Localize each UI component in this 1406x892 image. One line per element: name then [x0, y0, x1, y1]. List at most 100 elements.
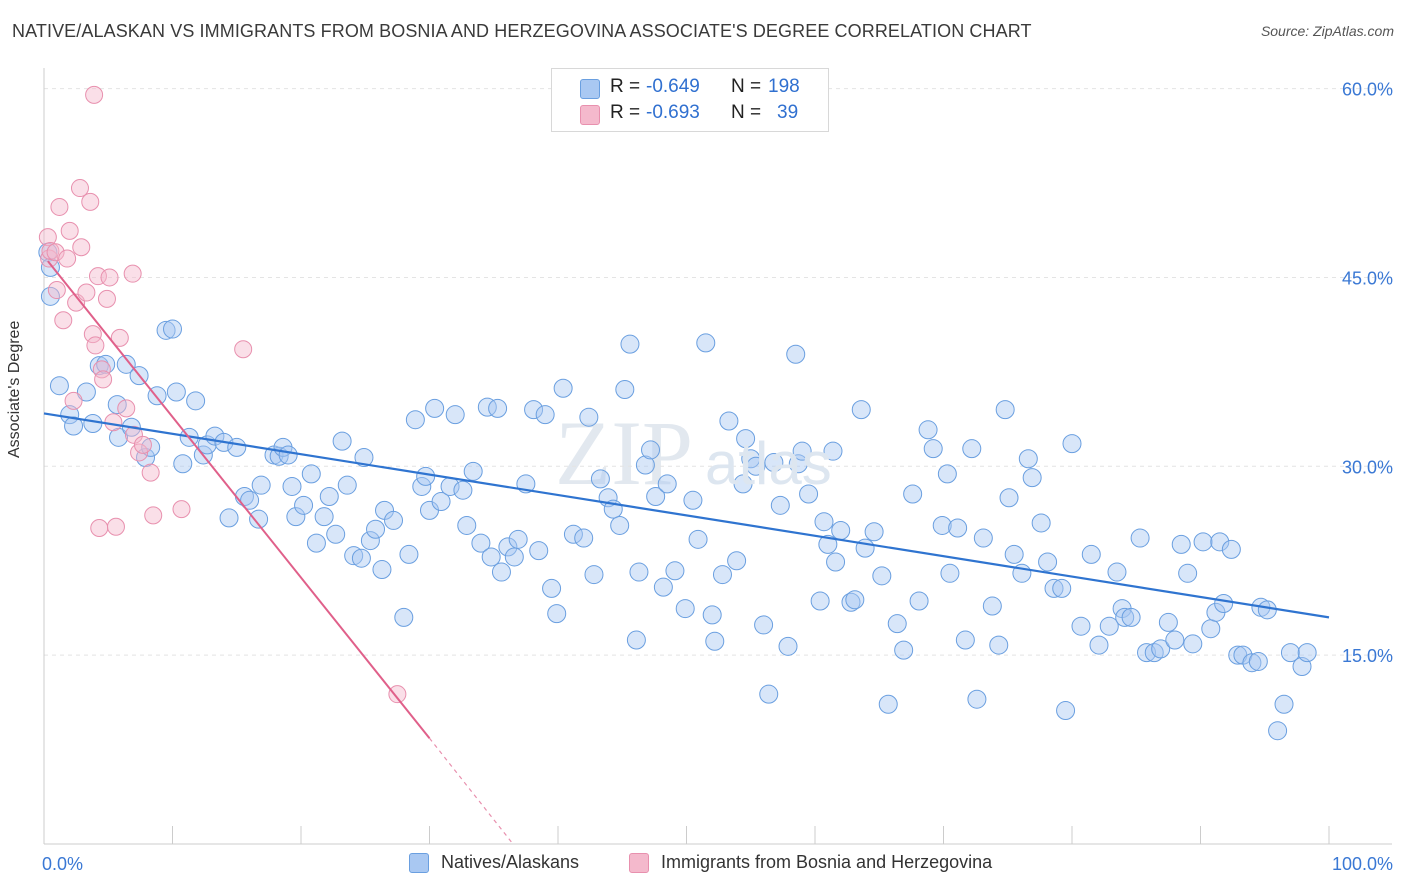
natives-point [1158, 612, 1178, 632]
bosnia-point [106, 517, 125, 536]
natives-point [278, 445, 298, 465]
natives-point [351, 548, 371, 568]
natives-point [1137, 643, 1157, 663]
bosnia-point [117, 399, 136, 418]
y-tick-label: 30.0% [1342, 457, 1393, 477]
y-tick-label: 60.0% [1342, 80, 1393, 100]
bosnia-point [94, 370, 113, 389]
legend-r-value: -0.649 [646, 76, 700, 97]
natives-point [553, 378, 573, 398]
natives-point [1115, 607, 1135, 627]
natives-point [360, 531, 380, 551]
natives-point [1193, 532, 1213, 552]
bosnia-point [54, 311, 73, 330]
legend-n-label: N = [731, 102, 762, 123]
bosnia-point [90, 518, 109, 537]
bosnia-point [64, 391, 83, 410]
natives-point [524, 400, 544, 420]
natives-point [1297, 643, 1317, 663]
natives-point [702, 605, 722, 625]
natives-point [845, 590, 865, 610]
bosnia-point [123, 264, 142, 283]
y-axis-label: Associate's Degree [6, 320, 23, 458]
natives-point [923, 439, 943, 459]
legend-r-label: R = [610, 102, 641, 123]
source-label: Source: ZipAtlas.com [1260, 23, 1394, 39]
natives-point [1031, 513, 1051, 533]
natives-point [932, 515, 952, 535]
natives-point [653, 577, 673, 597]
natives-point [1144, 643, 1164, 663]
natives-point [354, 447, 374, 467]
natives-point [477, 397, 497, 417]
bosnia-point [124, 425, 143, 444]
natives-point [529, 541, 549, 561]
natives-point [712, 565, 732, 585]
natives-point [563, 524, 583, 544]
natives-point [163, 319, 182, 339]
natives-point [962, 439, 982, 459]
natives-point [457, 515, 477, 535]
bosnia-point [133, 435, 152, 454]
natives-point [887, 614, 907, 634]
natives-point [508, 529, 528, 549]
natives-point [83, 413, 103, 433]
natives-point [1099, 616, 1119, 636]
natives-point [107, 395, 127, 415]
natives-point [394, 607, 414, 627]
natives-point [1071, 616, 1091, 636]
legend-r-label: R = [610, 76, 641, 97]
natives-point [1044, 578, 1064, 598]
natives-point [1107, 562, 1127, 582]
natives-point [1062, 434, 1082, 454]
bosnia-point [83, 325, 102, 344]
natives-point [626, 630, 646, 650]
natives-point [488, 398, 508, 418]
bosnia-point [97, 289, 116, 308]
natives-point [344, 546, 364, 566]
natives-point [366, 519, 386, 539]
natives-point [491, 562, 511, 582]
natives-point [579, 407, 599, 427]
natives-point [286, 507, 306, 527]
natives-point [705, 631, 725, 651]
natives-point [1004, 544, 1024, 564]
natives-point [1183, 634, 1203, 654]
natives-point [948, 518, 968, 538]
bosnia-trend-extension [429, 737, 514, 845]
natives-point [1081, 544, 1101, 564]
natives-point [810, 591, 830, 611]
natives-point [186, 391, 206, 411]
legend-n-value: 198 [768, 76, 800, 97]
natives-point [1052, 578, 1072, 598]
natives-point [1121, 607, 1141, 627]
bosnia-point [100, 268, 119, 287]
bosnia-point [172, 500, 191, 519]
natives-point [481, 547, 501, 567]
bosnia-point [47, 281, 66, 300]
natives-point [542, 578, 562, 598]
natives-point [251, 475, 271, 495]
natives-point [746, 456, 766, 476]
tick-labels: 15.0% 30.0% 45.0% 60.0% 0.0% 100.0% [42, 80, 1393, 874]
watermark-atlas: atlas [705, 430, 832, 497]
natives-point [610, 515, 630, 535]
natives-point [973, 528, 993, 548]
bosnia-point [85, 85, 104, 104]
natives-point [332, 431, 352, 451]
bosnia-point [46, 243, 65, 262]
natives-point [306, 533, 326, 553]
bosnia-point [72, 238, 91, 257]
natives-point [764, 453, 784, 473]
bottom-legend-label: Natives/Alaskans [441, 852, 580, 872]
natives-point [778, 636, 798, 656]
natives-point [590, 469, 610, 489]
natives-point [675, 599, 695, 619]
natives-point [463, 461, 483, 481]
natives-point [453, 480, 473, 500]
natives-point [156, 320, 176, 340]
legend-swatch-blue [580, 79, 600, 99]
natives-point [584, 565, 604, 585]
natives-point [788, 454, 808, 474]
